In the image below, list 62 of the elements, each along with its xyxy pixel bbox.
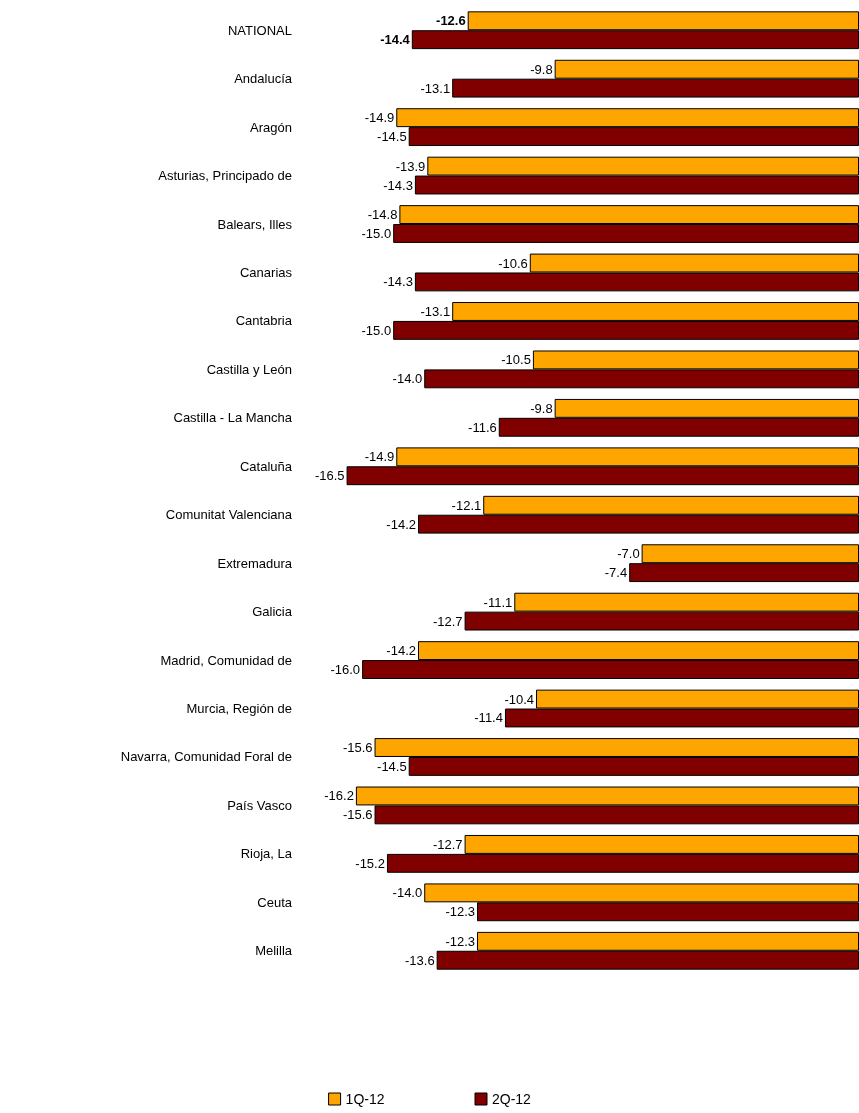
data-label: -10.4 <box>504 691 535 707</box>
data-label: -14.0 <box>392 885 423 901</box>
data-label: -7.0 <box>617 546 640 562</box>
y-tick-label: Cataluña <box>239 458 293 474</box>
data-label: -12.6 <box>436 13 466 29</box>
y-tick-label: NATIONAL <box>227 22 292 38</box>
y-tick-label: Canarias <box>239 264 293 280</box>
y-tick-label: Ceuta <box>257 894 293 910</box>
y-tick-label: País Vasco <box>227 797 292 813</box>
legend-label: 2Q-12 <box>492 1091 532 1107</box>
y-tick-label: Aragón <box>250 119 292 135</box>
data-label: -15.0 <box>361 322 392 338</box>
data-label: -14.2 <box>386 516 417 532</box>
y-tick-label: Melilla <box>255 943 293 959</box>
data-label: -11.4 <box>474 710 503 726</box>
legend-label: 1Q-12 <box>345 1091 385 1107</box>
data-label: -14.9 <box>364 449 395 465</box>
y-tick-label: Madrid, Comunidad de <box>160 652 292 668</box>
y-tick-label: Castilla - La Mancha <box>173 410 293 426</box>
data-label: -13.1 <box>420 80 451 96</box>
data-label: -14.0 <box>392 371 423 387</box>
data-label: -11.6 <box>468 419 497 435</box>
data-label: -14.3 <box>383 274 413 290</box>
y-tick-label: Navarra, Comunidad Foral de <box>120 749 292 765</box>
data-label: -12.7 <box>432 836 463 852</box>
data-label: -14.4 <box>380 32 411 48</box>
data-label: -12.3 <box>445 933 476 949</box>
data-label: -14.3 <box>383 177 413 193</box>
y-tick-label: Comunitat Valenciana <box>165 507 293 523</box>
data-label: -14.5 <box>377 758 407 774</box>
data-label: -12.3 <box>445 904 476 920</box>
y-tick-label: Castilla y León <box>206 361 292 377</box>
data-label: -9.8 <box>530 61 553 77</box>
data-label: -14.2 <box>386 643 417 659</box>
data-label: -10.5 <box>501 352 531 368</box>
data-label: -9.8 <box>530 400 553 416</box>
data-label: -14.8 <box>367 207 398 223</box>
y-tick-label: Asturias, Principado de <box>158 168 292 184</box>
data-label: -15.2 <box>355 855 385 871</box>
y-tick-label: Rioja, La <box>240 846 293 862</box>
y-tick-label: Murcia, Región de <box>186 701 292 717</box>
y-tick-label: Andalucía <box>234 71 293 87</box>
data-label: -15.0 <box>361 225 392 241</box>
data-label: -13.9 <box>395 158 426 174</box>
data-label: -15.6 <box>342 807 373 823</box>
y-tick-label: Galicia <box>252 604 293 620</box>
data-label: -11.1 <box>483 594 513 610</box>
y-tick-label: Cantabria <box>235 313 293 329</box>
data-label: -16.2 <box>324 788 354 804</box>
data-label: -14.9 <box>364 110 395 126</box>
data-label: -13.1 <box>420 303 451 319</box>
data-label: -7.4 <box>604 565 628 581</box>
y-tick-label: Balears, Illes <box>217 216 293 232</box>
data-label: -12.1 <box>451 497 482 513</box>
data-label: -12.7 <box>432 613 463 629</box>
data-label: -16.0 <box>330 662 361 678</box>
data-label: -13.6 <box>405 952 435 968</box>
data-label: -15.6 <box>342 740 373 756</box>
y-tick-label: Extremadura <box>217 555 293 571</box>
data-label: -10.6 <box>498 255 528 271</box>
data-label: -14.5 <box>377 129 407 145</box>
data-label: -16.5 <box>314 468 345 484</box>
